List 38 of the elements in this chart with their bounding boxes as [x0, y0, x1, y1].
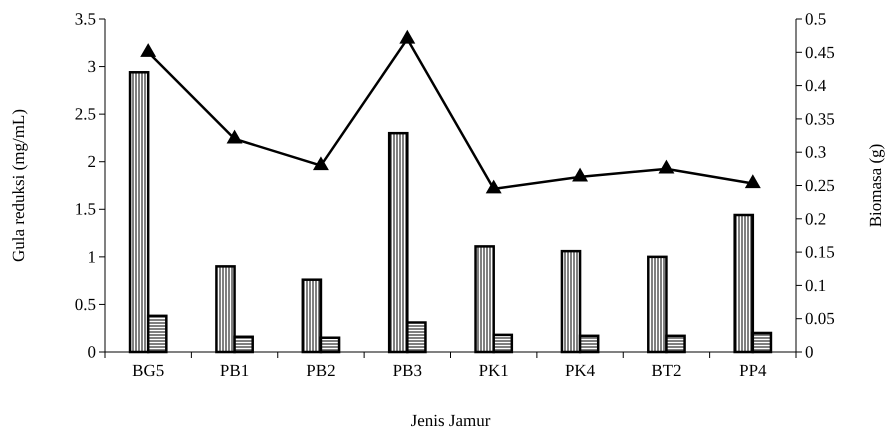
- x-tick-label: PB2: [306, 361, 336, 380]
- y-tick-label: 0: [88, 342, 96, 362]
- y2-tick-label: 0.15: [805, 242, 835, 262]
- y2-tick-label: 0.35: [805, 109, 835, 128]
- y2-tick-label: 0.4: [805, 76, 827, 96]
- y-tick-label: 1: [88, 247, 96, 266]
- y2-tick-label: 0.05: [805, 309, 835, 328]
- x-tick-label: PP4: [739, 361, 768, 380]
- point: [399, 30, 416, 44]
- x-tick-label: PB1: [220, 361, 250, 380]
- y2-tick-label: 0: [805, 342, 814, 362]
- y-tick-label: 2: [88, 152, 96, 172]
- x-tick-label: PK1: [478, 361, 509, 380]
- y-axis-title: Gula reduksi (mg/mL): [9, 109, 28, 262]
- y2-tick-label: 0.5: [805, 9, 826, 28]
- y2-axis-title: Biomasa (g): [866, 144, 885, 228]
- y-tick-label: 1.5: [74, 200, 96, 219]
- point: [140, 43, 156, 57]
- y-tick-label: 3.5: [74, 9, 96, 28]
- x-tick-label: BG5: [132, 361, 164, 380]
- x-tick-label: PB3: [392, 361, 422, 380]
- point: [226, 130, 243, 144]
- y2-tick-label: 0.45: [805, 42, 835, 62]
- y-tick-label: 2.5: [74, 104, 96, 124]
- point: [572, 168, 588, 182]
- x-tick-label: PK4: [564, 361, 596, 380]
- y-tick-label: 3: [88, 57, 96, 76]
- y2-tick-label: 0.3: [805, 142, 826, 162]
- y2-tick-label: 0.2: [805, 209, 826, 228]
- point: [486, 180, 502, 194]
- x-tick-label: BT2: [651, 361, 682, 380]
- y-tick-label: 0.5: [74, 294, 96, 314]
- y2-tick-label: 0.25: [805, 176, 835, 195]
- point: [312, 156, 329, 170]
- point: [658, 160, 674, 174]
- x-axis-title: Jenis Jamur: [410, 411, 491, 430]
- y2-tick-label: 0.1: [805, 276, 826, 295]
- point: [744, 174, 761, 188]
